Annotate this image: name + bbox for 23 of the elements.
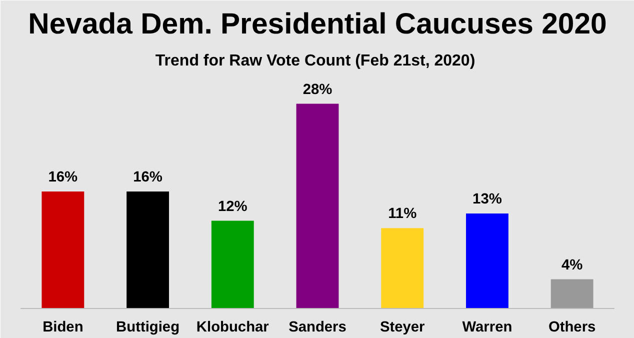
x-tick-label: Sanders: [288, 320, 346, 336]
data-label: 11%: [388, 206, 417, 222]
x-tick-label: Klobuchar: [196, 320, 270, 336]
chart-subtitle: Trend for Raw Vote Count (Feb 21st, 2020): [155, 52, 476, 70]
bar: [126, 192, 169, 308]
bar: [550, 279, 594, 308]
data-label: 13%: [472, 191, 502, 208]
data-label: 16%: [133, 170, 162, 186]
data-label: 28%: [302, 82, 332, 98]
bar: [381, 228, 424, 308]
data-label: 16%: [48, 170, 78, 186]
bar: [211, 220, 254, 308]
bar: [296, 104, 339, 308]
x-tick-label: Buttigieg: [116, 320, 180, 336]
chart-title: Nevada Dem. Presidential Caucuses 2020: [28, 8, 607, 40]
x-tick-label: Others: [548, 320, 596, 336]
data-label: 4%: [561, 257, 583, 274]
x-tick-label: Steyer: [380, 320, 426, 336]
data-label: 12%: [218, 198, 248, 215]
x-tick-label: Biden: [42, 320, 84, 336]
bar: [466, 213, 508, 308]
x-tick-label: Warren: [462, 320, 512, 336]
bar: [42, 192, 84, 308]
